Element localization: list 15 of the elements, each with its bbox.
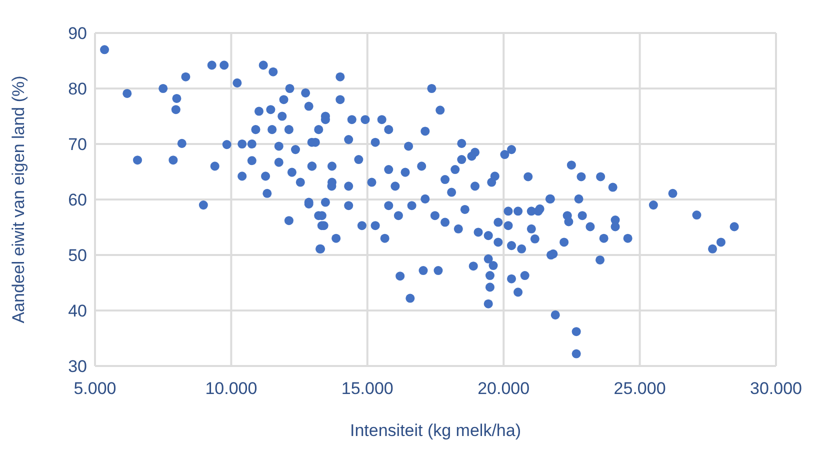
y-tick-label: 60 bbox=[68, 190, 87, 210]
x-tick-label: 25.000 bbox=[614, 379, 666, 398]
y-axis-title: Aandeel eiwit van eigen land (%) bbox=[9, 76, 28, 324]
y-tick-label: 70 bbox=[68, 135, 87, 154]
x-tick-label: 5.000 bbox=[74, 379, 116, 398]
y-tick-label: 90 bbox=[68, 24, 87, 44]
x-tick-label: 20.000 bbox=[478, 379, 530, 398]
x-tick-label: 10.000 bbox=[205, 379, 258, 398]
x-tick-label: 30.000 bbox=[750, 379, 802, 398]
x-tick-label: 15.000 bbox=[341, 379, 394, 398]
y-tick-label: 80 bbox=[68, 80, 87, 99]
x-axis-title: Intensiteit (kg melk/ha) bbox=[350, 421, 522, 440]
y-tick-label: 30 bbox=[68, 357, 87, 376]
y-tick-label: 50 bbox=[68, 246, 87, 266]
y-tick-label: 40 bbox=[68, 302, 87, 321]
